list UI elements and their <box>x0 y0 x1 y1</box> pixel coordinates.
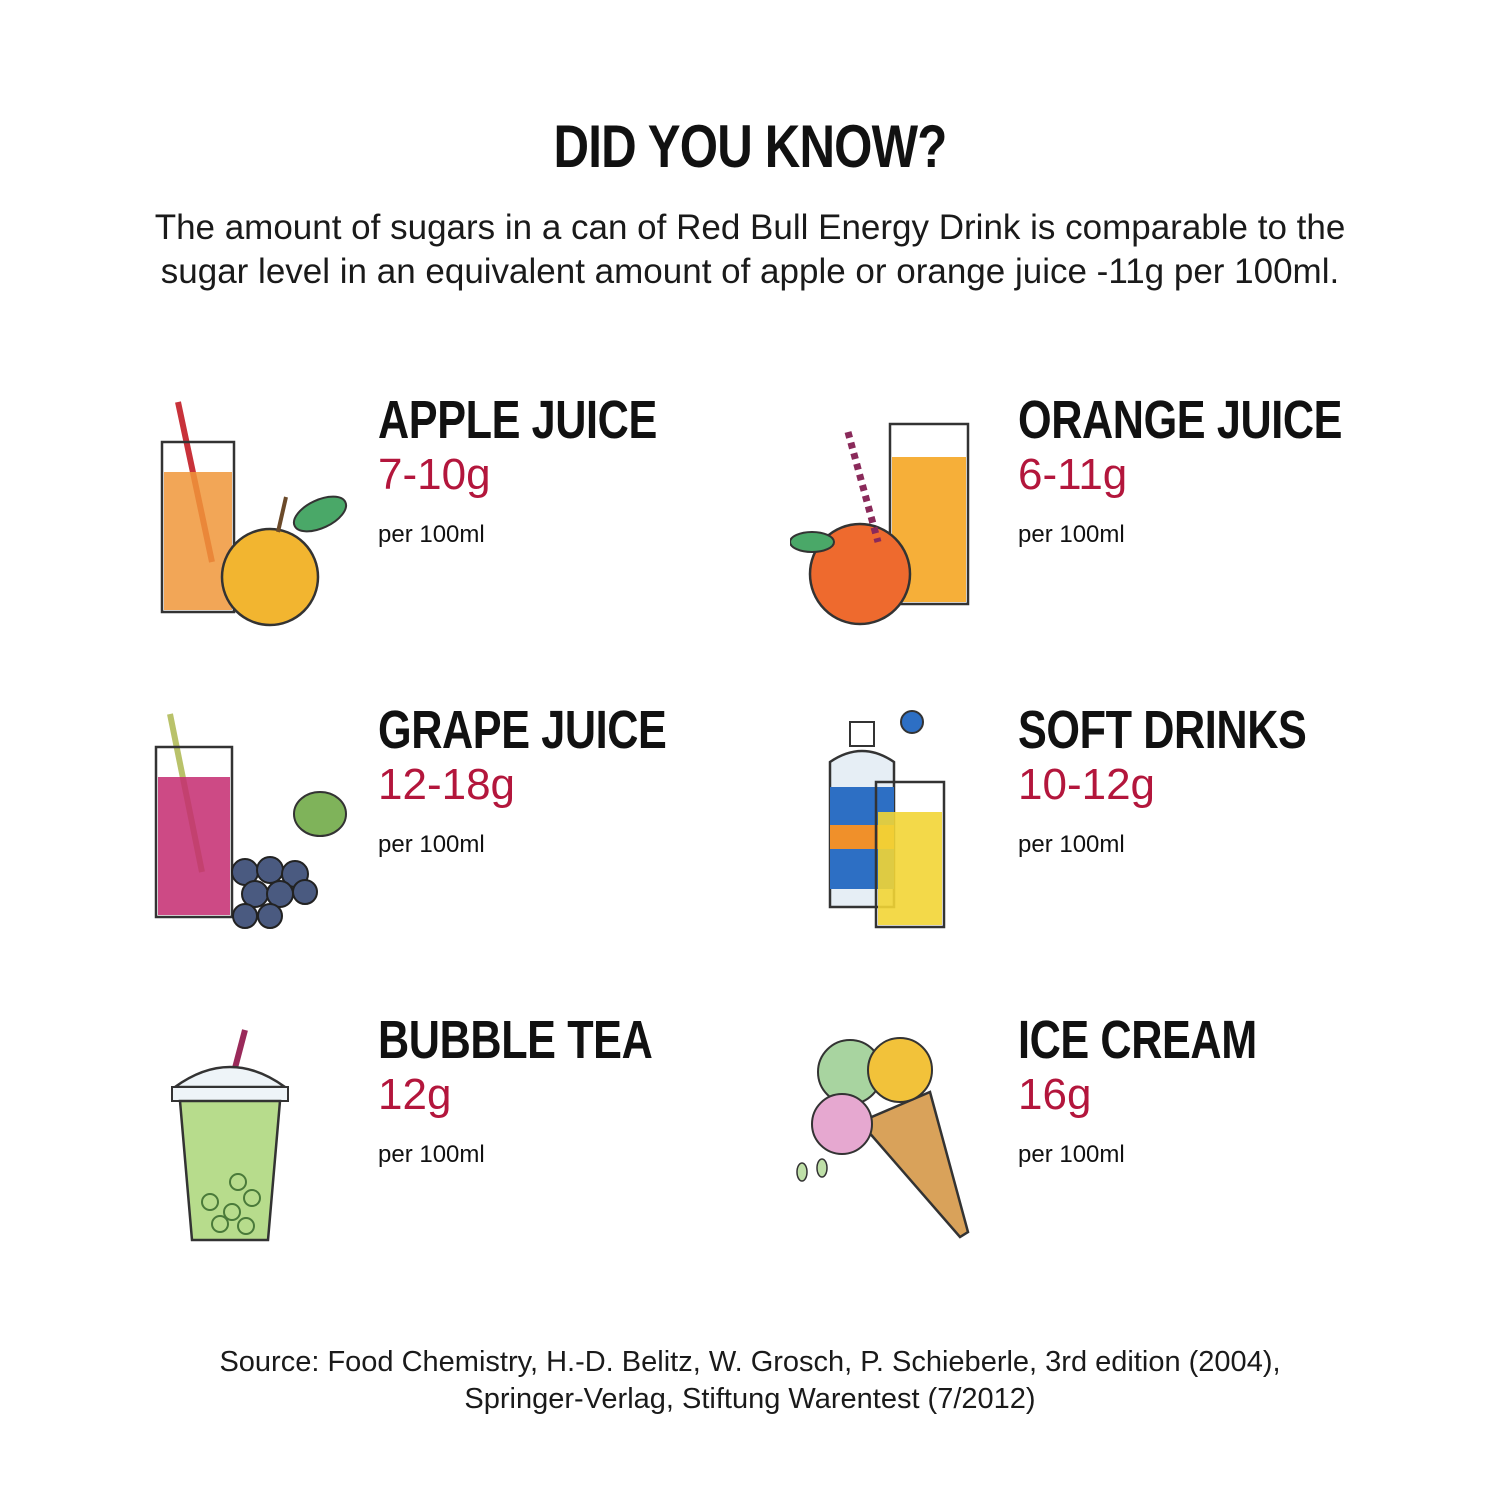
unit-label: per 100ml <box>1018 831 1125 858</box>
item-name: BUBBLE TEA <box>378 1010 653 1070</box>
intro-line: The amount of sugars in a can of Red Bul… <box>154 208 1346 247</box>
item-ice-cream: ICE CREAM 16g per 100ml <box>790 1012 1430 1262</box>
unit-label: per 100ml <box>378 831 485 858</box>
intro-line: sugar level in an equivalent amount of a… <box>160 252 1340 291</box>
item-apple-juice: APPLE JUICE 7-10g per 100ml <box>150 392 790 642</box>
item-grape-juice: GRAPE JUICE 12-18g per 100ml <box>150 702 790 952</box>
source-line: Source: Food Chemistry, H.-D. Belitz, W.… <box>219 1346 1281 1378</box>
item-soft-drinks: SOFT DRINKS 10-12g per 100ml <box>790 702 1430 952</box>
sugar-value: 16g <box>1018 1070 1092 1119</box>
bubble-tea-icon <box>171 1029 289 1242</box>
sugar-value: 7-10g <box>378 450 491 499</box>
item-bubble-tea: BUBBLE TEA 12g per 100ml <box>150 1012 790 1262</box>
sugar-value: 6-11g <box>1018 450 1128 499</box>
page-title: DID YOU KNOW? <box>553 113 948 180</box>
unit-label: per 100ml <box>378 1141 485 1168</box>
orange-juice-icon <box>790 422 970 626</box>
item-orange-juice: ORANGE JUICE 6-11g per 100ml <box>790 392 1430 642</box>
sugar-value: 10-12g <box>1018 760 1156 809</box>
grape-juice-icon <box>154 713 347 929</box>
item-name: APPLE JUICE <box>378 390 657 450</box>
unit-label: per 100ml <box>378 521 485 548</box>
item-name: GRAPE JUICE <box>378 700 667 760</box>
unit-label: per 100ml <box>1018 521 1125 548</box>
sugar-value: 12g <box>378 1070 452 1119</box>
apple-juice-icon <box>160 401 348 627</box>
ice-cream-icon <box>796 1037 970 1239</box>
soft-drink-icon <box>828 710 946 929</box>
intro-text: The amount of sugars in a can of Red Bul… <box>100 206 1400 294</box>
unit-label: per 100ml <box>1018 1141 1125 1168</box>
item-name: ICE CREAM <box>1018 1010 1257 1070</box>
sugar-value: 12-18g <box>378 760 516 809</box>
source-citation: Source: Food Chemistry, H.-D. Belitz, W.… <box>100 1344 1400 1418</box>
item-name: SOFT DRINKS <box>1018 700 1307 760</box>
source-line: Springer-Verlag, Stiftung Warentest (7/2… <box>464 1383 1036 1415</box>
item-name: ORANGE JUICE <box>1018 390 1343 450</box>
